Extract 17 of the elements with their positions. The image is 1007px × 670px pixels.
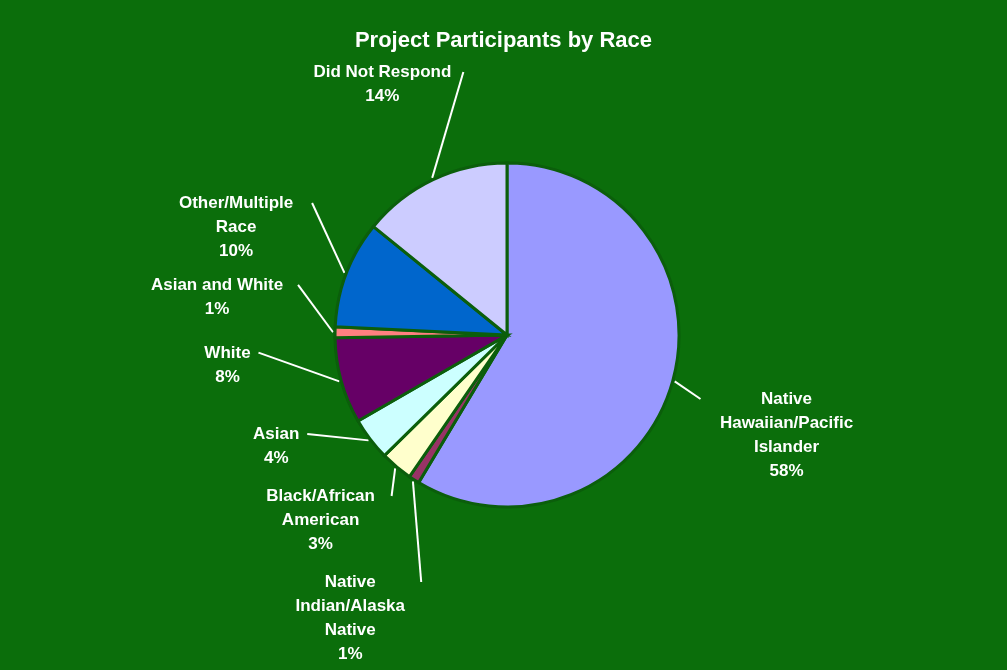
data-label: 14% <box>365 85 400 105</box>
slice-label: Asian <box>253 424 300 443</box>
data-label: 1% <box>337 644 363 663</box>
data-label: 4% <box>263 448 289 467</box>
slice-label: Asian and White <box>150 274 284 294</box>
slice-label: Other/Multiple Race <box>178 193 294 236</box>
data-label: 10% <box>219 241 254 260</box>
data-label: 1% <box>204 298 230 318</box>
data-label: 3% <box>308 534 333 553</box>
data-label: 8% <box>215 366 240 386</box>
data-label: 58% <box>769 460 804 480</box>
slice-label: Black/African American <box>266 486 375 529</box>
chart-title: Project Participants by Race <box>354 27 653 52</box>
slice-label: Native Hawaiian/Pacific Islander <box>719 388 854 456</box>
slice-label: Did Not Respond <box>313 61 452 81</box>
slice-label: White <box>204 342 251 362</box>
slice-label: Native Indian/Alaska Native <box>295 572 406 639</box>
